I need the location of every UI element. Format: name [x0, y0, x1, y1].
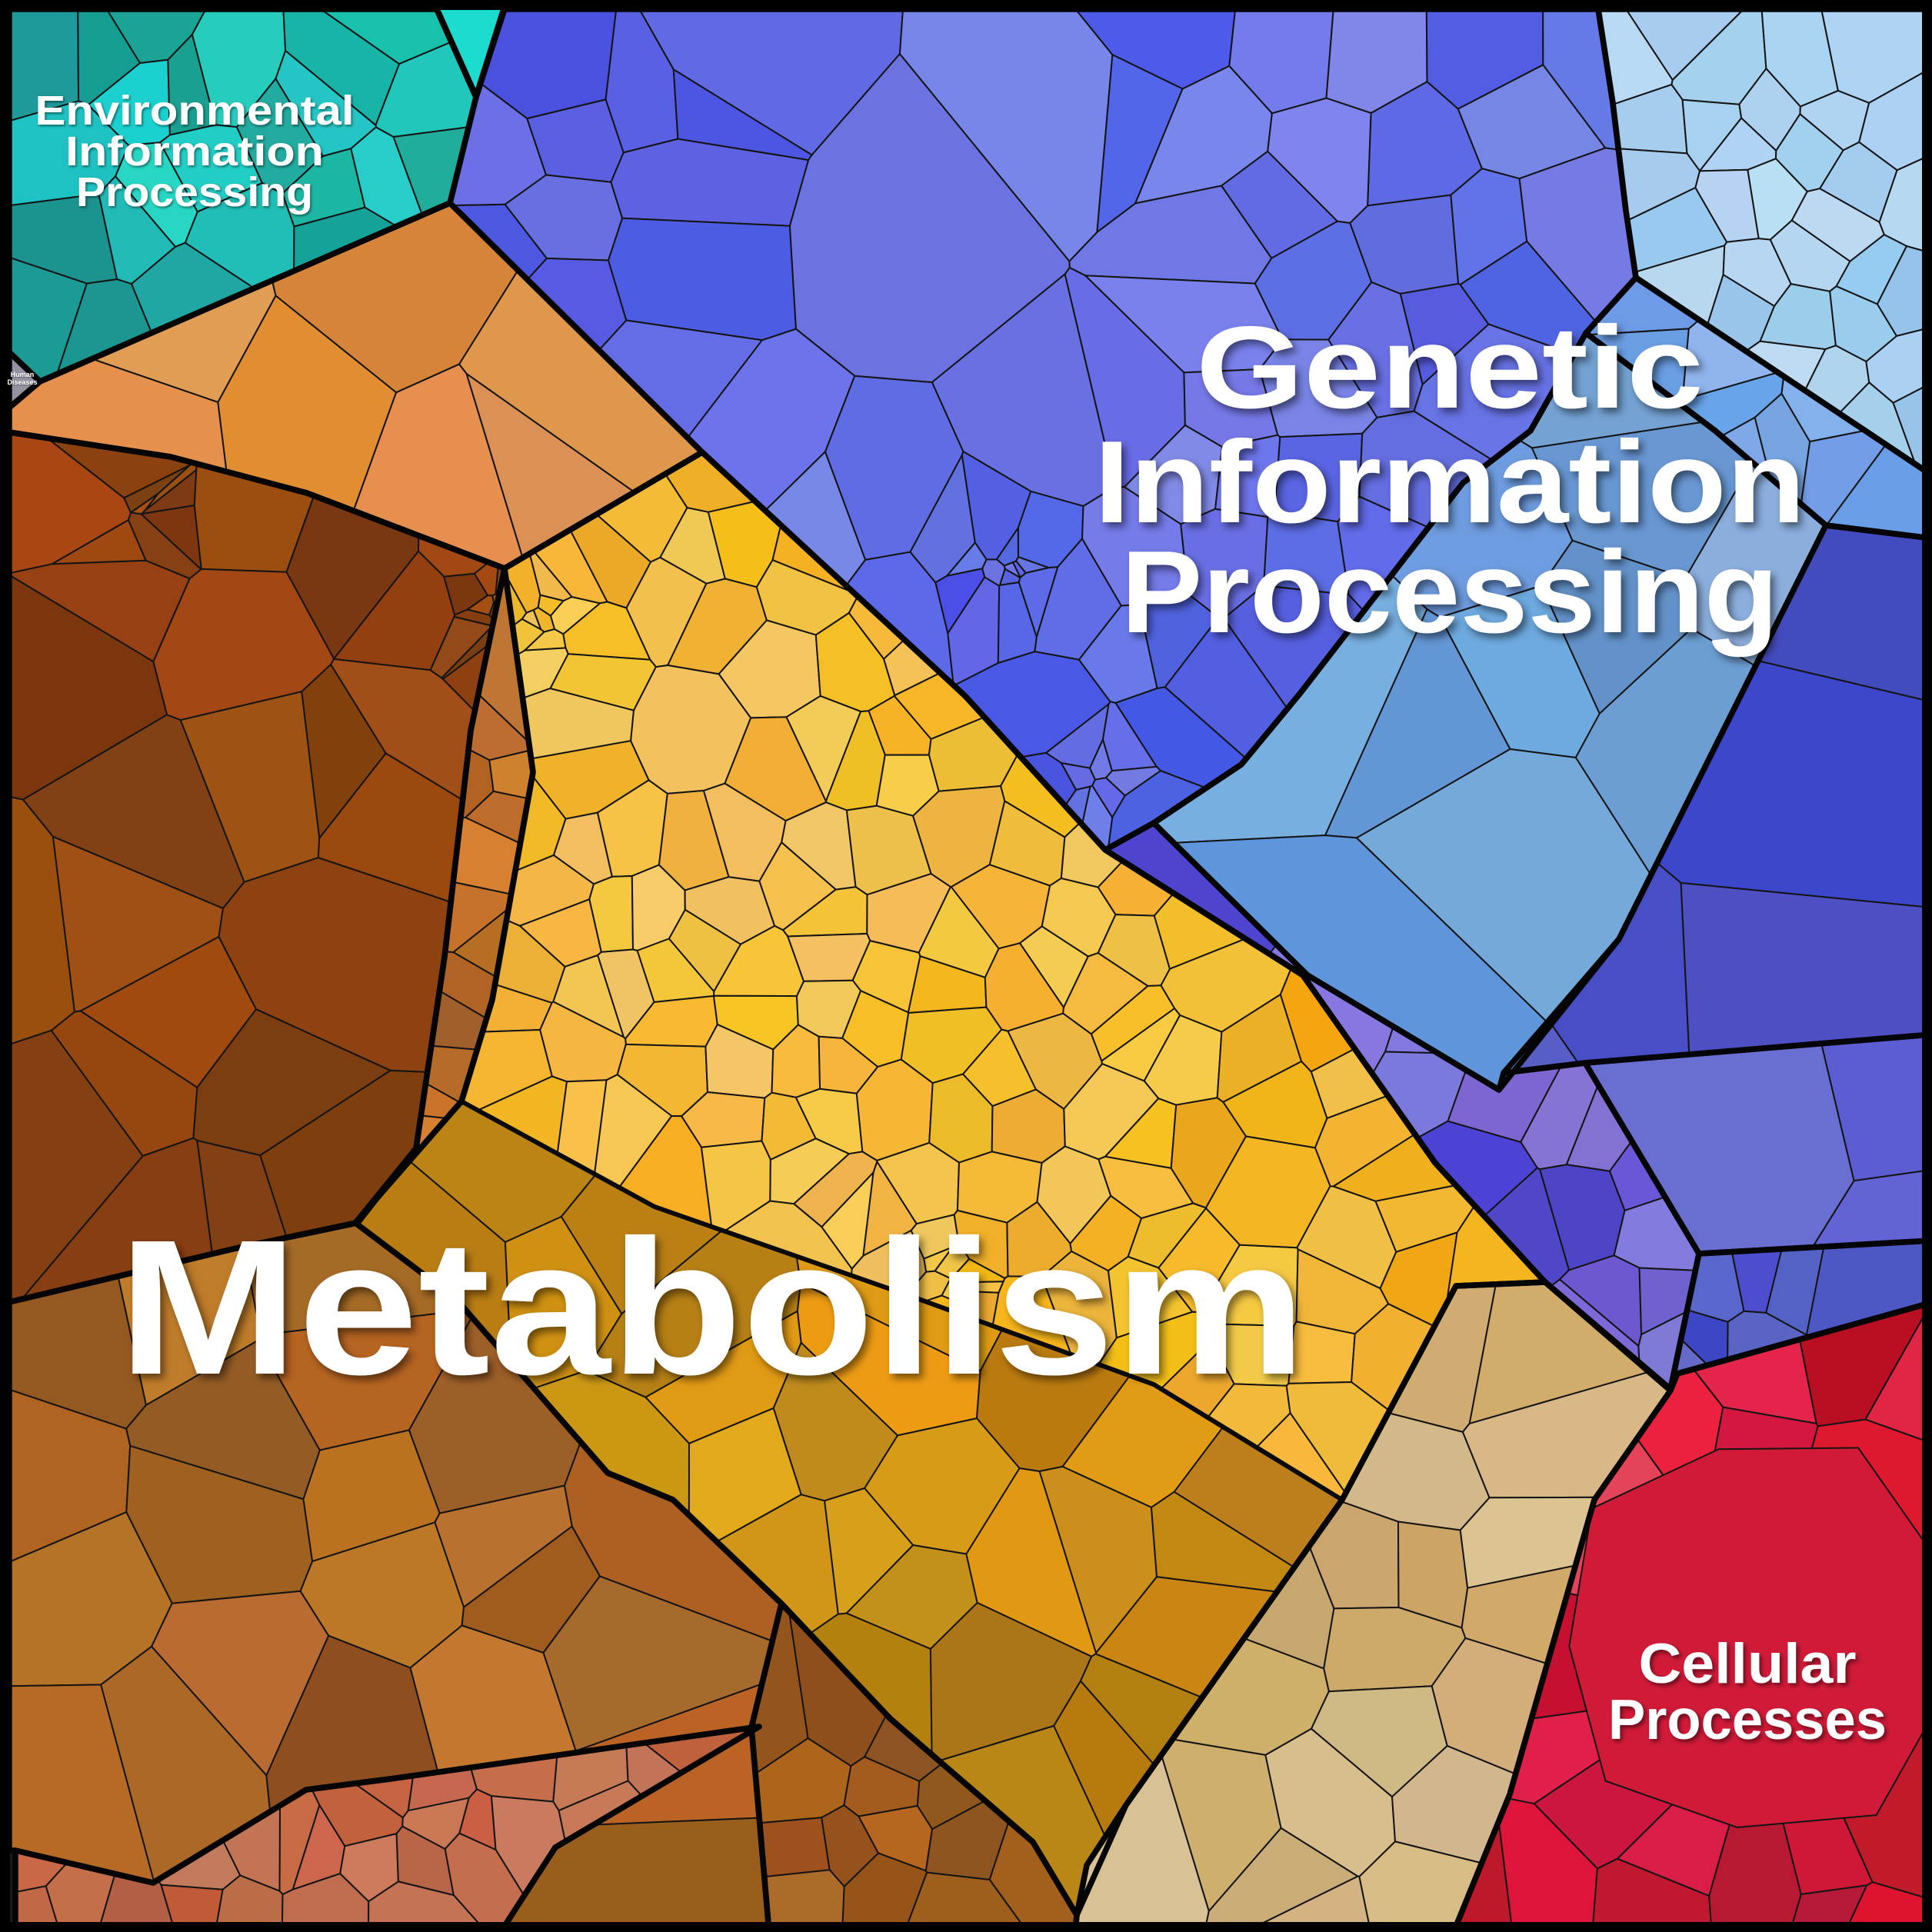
svg-text:Processing: Processing	[76, 169, 313, 215]
svg-text:Genetic: Genetic	[1196, 302, 1704, 433]
svg-text:Information: Information	[65, 128, 324, 175]
svg-text:Environmental: Environmental	[35, 88, 355, 134]
svg-text:Processing: Processing	[1121, 527, 1779, 658]
svg-text:Metabolism: Metabolism	[118, 1200, 1307, 1414]
svg-text:Information: Information	[1094, 417, 1806, 548]
svg-text:Cellular: Cellular	[1639, 1633, 1857, 1695]
svg-text:Processes: Processes	[1608, 1689, 1887, 1751]
svg-text:Human: Human	[11, 371, 35, 378]
svg-text:Diseases: Diseases	[7, 378, 37, 386]
